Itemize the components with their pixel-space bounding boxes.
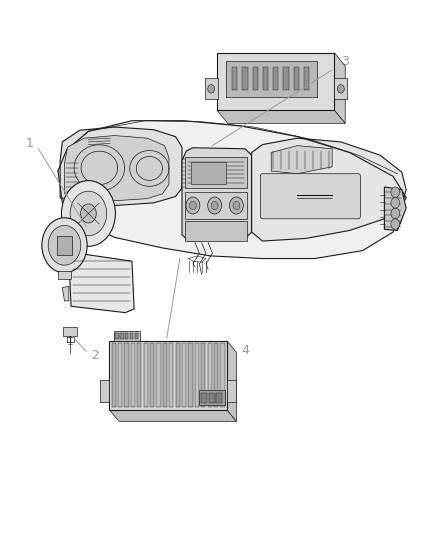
Bar <box>114 331 140 341</box>
Polygon shape <box>271 146 332 174</box>
Circle shape <box>208 197 222 214</box>
Circle shape <box>61 181 116 246</box>
Bar <box>242 67 247 90</box>
Bar <box>283 67 289 90</box>
Bar <box>226 61 317 97</box>
Bar <box>137 343 141 407</box>
Bar <box>185 221 247 241</box>
Circle shape <box>208 85 215 93</box>
Bar <box>134 333 138 339</box>
Circle shape <box>70 191 107 236</box>
Polygon shape <box>69 253 134 313</box>
Bar <box>57 236 72 255</box>
Bar <box>214 343 218 407</box>
Circle shape <box>42 217 87 273</box>
Bar <box>120 333 124 339</box>
Bar <box>263 67 268 90</box>
Bar <box>150 343 154 407</box>
Polygon shape <box>252 138 406 241</box>
Bar <box>124 343 129 407</box>
Bar <box>227 381 237 402</box>
Bar <box>131 343 135 407</box>
Bar <box>63 327 77 336</box>
Bar <box>198 390 225 406</box>
Bar <box>208 343 212 407</box>
Circle shape <box>211 201 218 210</box>
Circle shape <box>233 201 240 210</box>
Bar <box>191 161 226 184</box>
Circle shape <box>186 197 200 214</box>
Bar <box>100 381 110 402</box>
Bar <box>195 343 199 407</box>
Bar <box>293 67 299 90</box>
Text: 1: 1 <box>26 137 34 150</box>
Bar <box>334 78 347 100</box>
Text: 2: 2 <box>91 349 99 362</box>
Text: 4: 4 <box>241 344 249 357</box>
FancyBboxPatch shape <box>260 174 360 219</box>
Bar <box>273 67 278 90</box>
Circle shape <box>391 219 399 229</box>
Circle shape <box>391 198 399 208</box>
Bar <box>216 393 223 403</box>
Polygon shape <box>217 110 345 123</box>
Circle shape <box>337 85 344 93</box>
Circle shape <box>48 225 81 265</box>
Bar <box>185 192 247 219</box>
Polygon shape <box>110 410 237 421</box>
Bar <box>220 343 225 407</box>
Polygon shape <box>60 127 182 206</box>
Circle shape <box>391 208 399 219</box>
Bar <box>156 343 161 407</box>
Bar <box>58 271 71 279</box>
Polygon shape <box>58 120 406 259</box>
Bar <box>125 333 128 339</box>
Circle shape <box>81 204 96 223</box>
Bar <box>162 343 167 407</box>
Polygon shape <box>64 135 169 201</box>
Bar <box>118 343 122 407</box>
Bar <box>205 78 218 100</box>
Bar <box>201 343 205 407</box>
Circle shape <box>189 201 196 210</box>
Text: 3: 3 <box>341 55 349 68</box>
Bar <box>208 393 215 403</box>
Polygon shape <box>334 53 345 123</box>
Bar <box>253 67 258 90</box>
Bar <box>176 343 180 407</box>
Bar <box>112 343 116 407</box>
Circle shape <box>391 187 399 198</box>
Polygon shape <box>182 148 252 241</box>
Bar <box>144 343 148 407</box>
Bar <box>130 333 133 339</box>
Polygon shape <box>62 286 69 301</box>
Bar <box>304 67 309 90</box>
Bar <box>110 341 227 410</box>
Bar <box>182 343 186 407</box>
Bar <box>169 343 173 407</box>
Bar <box>232 67 237 90</box>
Bar <box>188 343 193 407</box>
Polygon shape <box>227 341 237 421</box>
Bar <box>201 393 207 403</box>
Bar <box>185 157 247 188</box>
Circle shape <box>230 197 244 214</box>
Bar <box>217 53 334 110</box>
Bar <box>116 333 119 339</box>
Polygon shape <box>385 187 406 230</box>
